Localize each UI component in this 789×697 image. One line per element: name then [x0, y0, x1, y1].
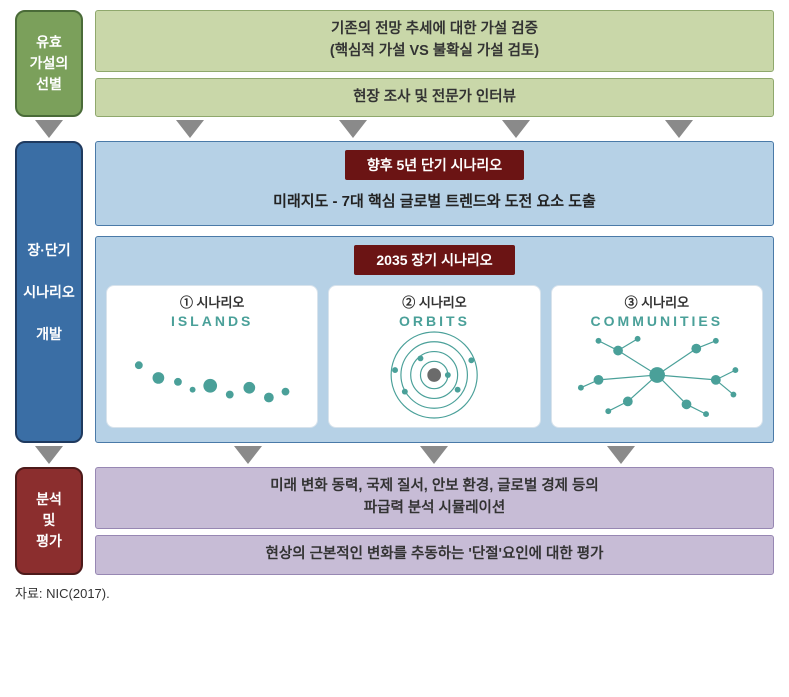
section3-content: 미래 변화 동력, 국제 질서, 안보 환경, 글로벌 경제 등의 파급력 분석… — [95, 467, 774, 574]
arrow-down-icon — [176, 120, 204, 138]
scenario-num: ① 시나리오 — [180, 292, 244, 311]
scenario-orbits: ② 시나리오 ORBITS — [328, 285, 540, 428]
section-analysis: 분석및평가 미래 변화 동력, 국제 질서, 안보 환경, 글로벌 경제 등의 … — [15, 467, 774, 574]
side-label-hypothesis: 유효가설의선별 — [15, 10, 83, 117]
side-label-text: 장·단기 시나리오 개발 — [23, 240, 75, 345]
arrow-row-2 — [15, 443, 774, 467]
scenario-num: ③ 시나리오 — [625, 292, 689, 311]
arrow-down-icon — [420, 446, 448, 464]
badge-text: 2035 장기 시나리오 — [376, 252, 492, 268]
scenario-eng: ISLANDS — [171, 313, 253, 329]
communities-icon — [556, 331, 758, 419]
arrow-down-icon — [234, 446, 262, 464]
panel-short-term: 향후 5년 단기 시나리오 미래지도 - 7대 핵심 글로벌 트렌드와 도전 요… — [95, 141, 774, 226]
box-disruption-eval: 현상의 근본적인 변화를 추동하는 '단절'요인에 대한 평가 — [95, 535, 774, 575]
box2-text: 현장 조사 및 전문가 인터뷰 — [353, 89, 516, 105]
arrow-left-2 — [15, 443, 83, 467]
arrow-right-1 — [95, 117, 774, 141]
short-term-subtitle: 미래지도 - 7대 핵심 글로벌 트렌드와 도전 요소 도출 — [273, 190, 596, 211]
section-hypothesis: 유효가설의선별 기존의 전망 추세에 대한 가설 검증 (핵심적 가설 VS 불… — [15, 10, 774, 117]
orbits-icon — [333, 331, 535, 419]
scenario-islands: ① 시나리오 ISLANDS — [106, 285, 318, 428]
box1-line2: 파급력 분석 시뮬레이션 — [102, 498, 767, 520]
arrow-down-icon — [35, 120, 63, 138]
box1-line2: (핵심적 가설 VS 불확실 가설 검토) — [102, 41, 767, 63]
islands-icon — [111, 331, 313, 419]
side-label-scenario: 장·단기 시나리오 개발 — [15, 141, 83, 443]
box-simulation: 미래 변화 동력, 국제 질서, 안보 환경, 글로벌 경제 등의 파급력 분석… — [95, 467, 774, 529]
section2-content: 향후 5년 단기 시나리오 미래지도 - 7대 핵심 글로벌 트렌드와 도전 요… — [95, 141, 774, 443]
arrow-row-1 — [15, 117, 774, 141]
badge-long-term: 2035 장기 시나리오 — [354, 245, 514, 275]
box-hypothesis-review: 기존의 전망 추세에 대한 가설 검증 (핵심적 가설 VS 불확실 가설 검토… — [95, 10, 774, 72]
arrow-down-icon — [607, 446, 635, 464]
section1-content: 기존의 전망 추세에 대한 가설 검증 (핵심적 가설 VS 불확실 가설 검토… — [95, 10, 774, 117]
arrow-left-1 — [15, 117, 83, 141]
scenario-eng: COMMUNITIES — [591, 313, 724, 329]
arrow-down-icon — [665, 120, 693, 138]
scenario-row: ① 시나리오 ISLANDS ② 시나리오 ORBITS — [106, 285, 763, 428]
badge-short-term: 향후 5년 단기 시나리오 — [345, 150, 524, 180]
box-field-survey: 현장 조사 및 전문가 인터뷰 — [95, 78, 774, 118]
source-citation: 자료: NIC(2017). — [15, 583, 774, 602]
arrow-down-icon — [339, 120, 367, 138]
side-label-text: 유효가설의선별 — [30, 32, 69, 95]
arrow-down-icon — [502, 120, 530, 138]
box2-text: 현상의 근본적인 변화를 추동하는 '단절'요인에 대한 평가 — [266, 546, 604, 562]
side-label-analysis: 분석및평가 — [15, 467, 83, 574]
scenario-num: ② 시나리오 — [402, 292, 466, 311]
badge-text: 향후 5년 단기 시나리오 — [367, 157, 502, 173]
scenario-communities: ③ 시나리오 COMMUNITIES — [551, 285, 763, 428]
scenario-eng: ORBITS — [399, 313, 470, 329]
box1-line1: 기존의 전망 추세에 대한 가설 검증 — [102, 19, 767, 41]
section-scenario-dev: 장·단기 시나리오 개발 향후 5년 단기 시나리오 미래지도 - 7대 핵심 … — [15, 141, 774, 443]
box1-line1: 미래 변화 동력, 국제 질서, 안보 환경, 글로벌 경제 등의 — [102, 476, 767, 498]
side-label-text: 분석및평가 — [36, 489, 62, 552]
arrow-down-icon — [35, 446, 63, 464]
panel-long-term: 2035 장기 시나리오 ① 시나리오 ISLANDS — [95, 236, 774, 443]
arrow-right-2 — [95, 443, 774, 467]
